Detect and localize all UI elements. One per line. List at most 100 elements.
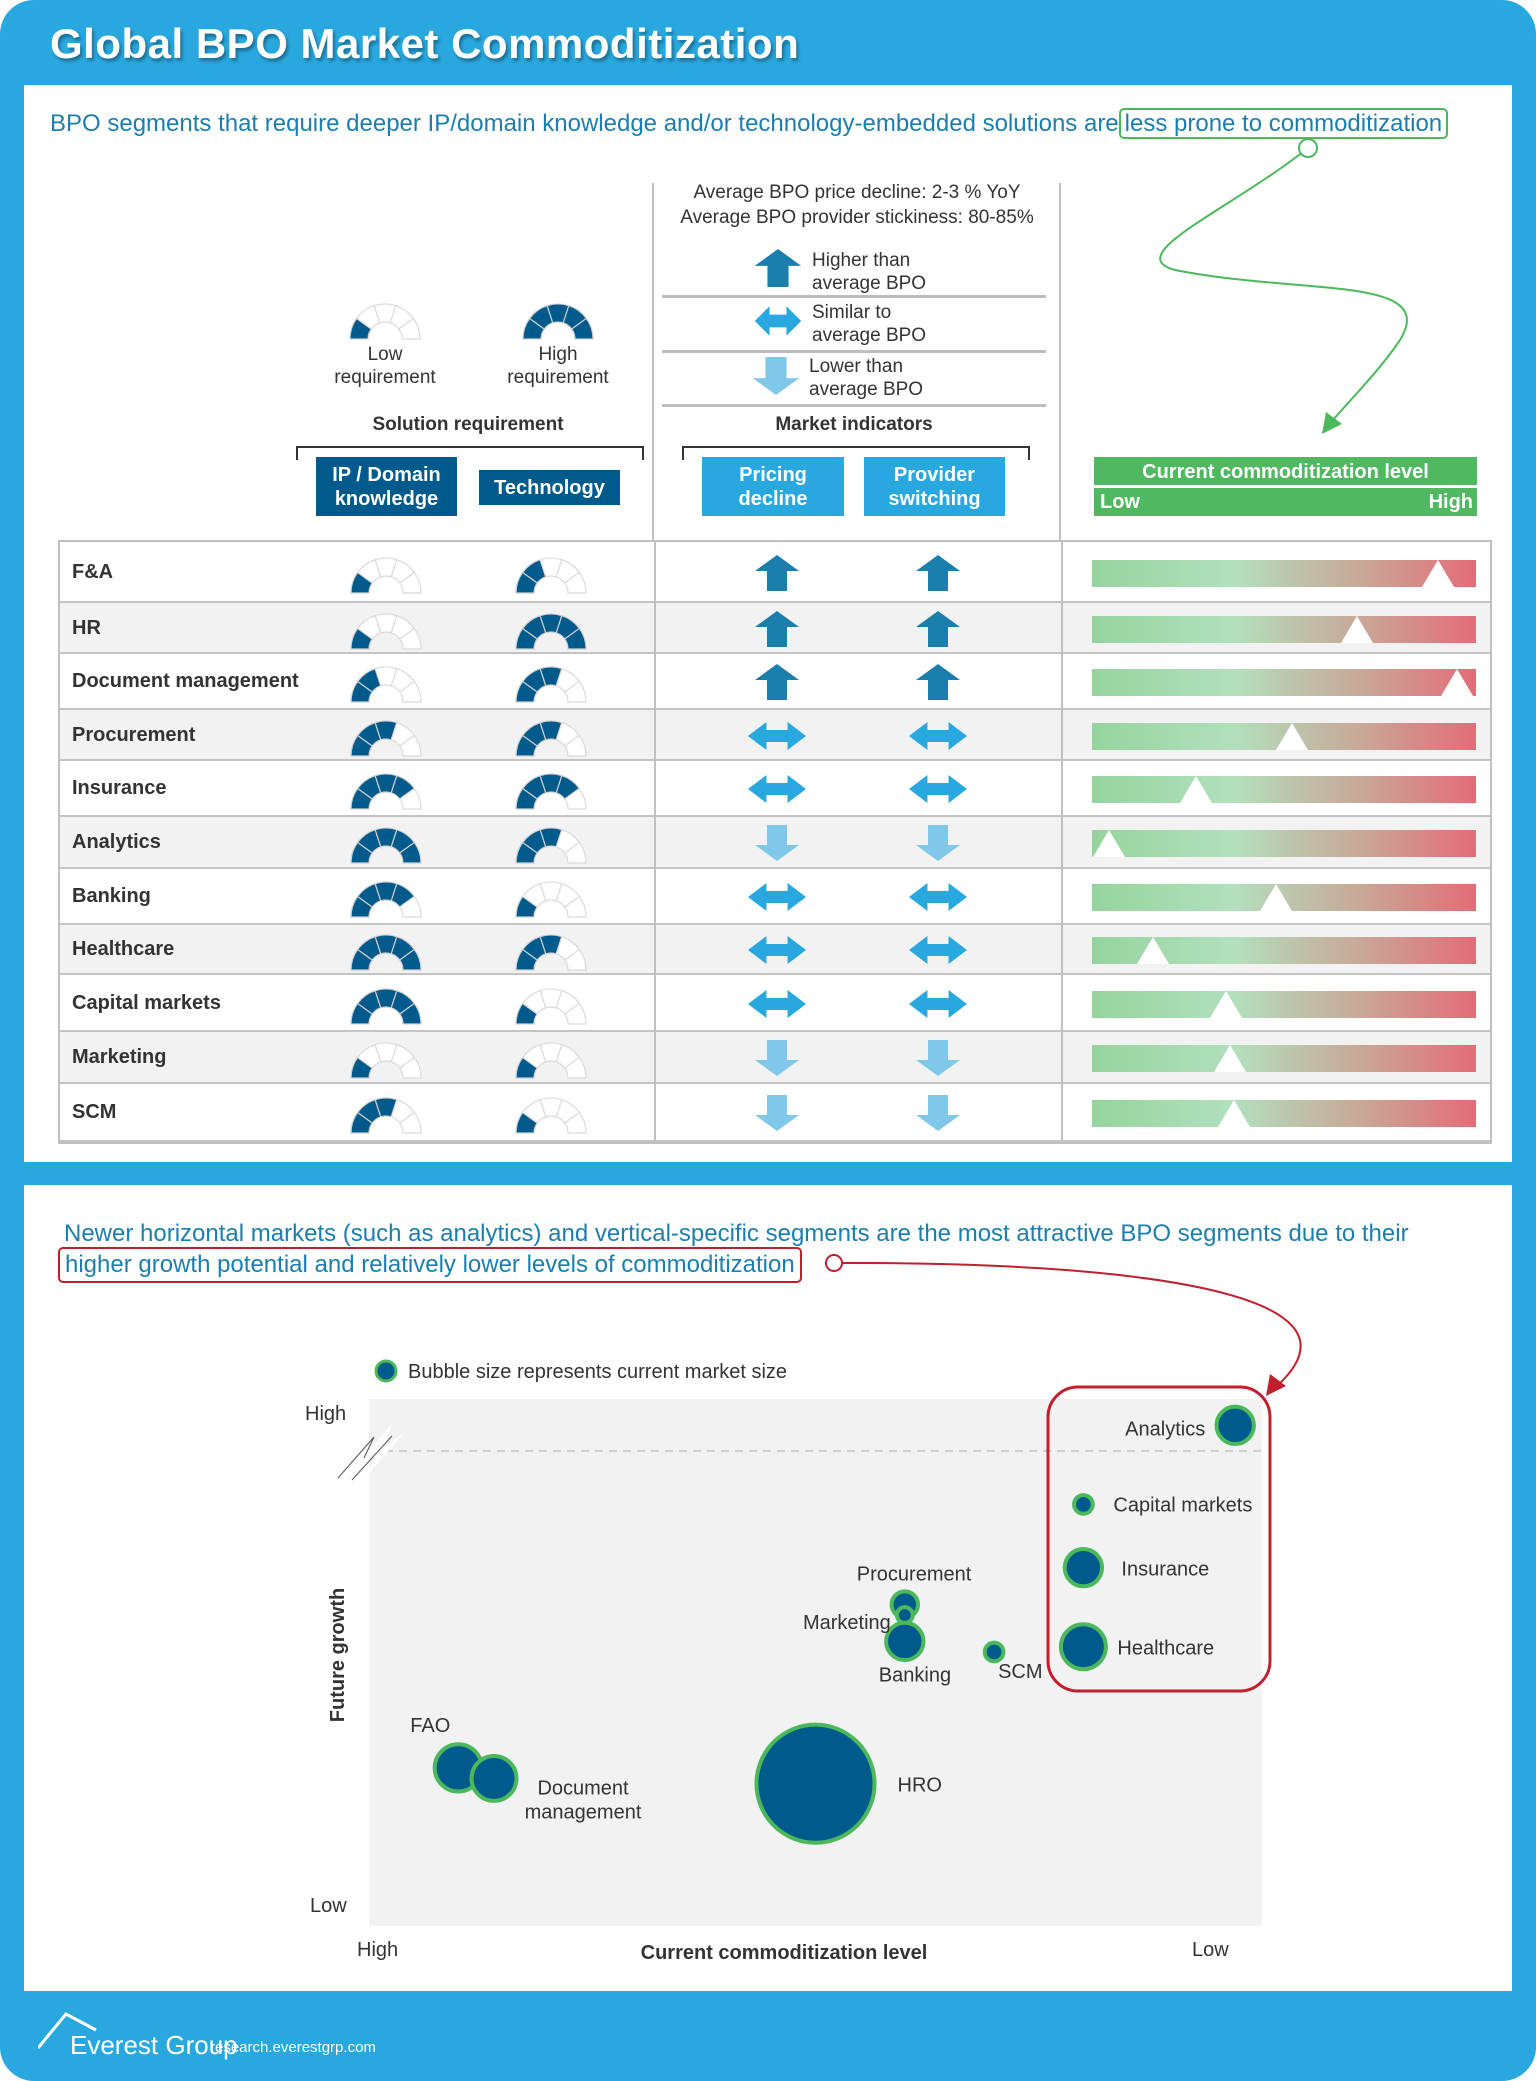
- ip-domain-gauge-icon: [350, 1042, 422, 1085]
- technology-gauge-icon: [515, 719, 587, 763]
- provider-switching-arrow-left-right-icon: [909, 879, 967, 920]
- everest-logo: Everest Group: [70, 2030, 238, 2060]
- gauge-legend-low-label: Low requirement: [334, 344, 436, 388]
- ip-domain-gauge-icon: [350, 987, 422, 1031]
- table-row: Healthcare: [60, 925, 1490, 975]
- commoditization-marker: [1421, 559, 1454, 587]
- section2-headline: Newer horizontal markets (such as analyt…: [64, 1220, 1409, 1247]
- pricing-decline-arrow-down-icon: [755, 1040, 799, 1081]
- commoditization-header: Current commoditization level Low High: [1094, 457, 1477, 516]
- gauge-segment: [398, 680, 422, 703]
- bubble-banking: [884, 1620, 926, 1663]
- gauge-segment: [398, 895, 422, 918]
- table-row: F&A: [60, 542, 1490, 603]
- bubble-label-hro: HRO: [898, 1775, 942, 1797]
- gauge-segment: [397, 317, 421, 340]
- technology-gauge-icon: [515, 773, 587, 816]
- provider-switching-arrow-left-right-icon: [909, 771, 967, 812]
- segments-table: F&A HR Document management Procurement Insur…: [58, 540, 1492, 1144]
- gauge-segment: [563, 627, 587, 650]
- table-row: Insurance: [60, 761, 1490, 817]
- ip-domain-gauge-icon: [350, 719, 422, 763]
- gauge-segment: [398, 841, 422, 864]
- table-row: Capital markets: [60, 975, 1490, 1032]
- bubble-analytics: [1214, 1404, 1256, 1447]
- connector-arrows: [1159, 138, 1408, 434]
- ip-domain-gauge-icon: [350, 1097, 422, 1140]
- scale-low: Low: [1100, 491, 1140, 513]
- x-tick-high: High: [357, 1939, 398, 1961]
- commoditization-title: Current commoditization level: [1094, 457, 1477, 488]
- table-row: HR: [60, 603, 1490, 654]
- gauge-segment: [563, 734, 587, 757]
- provider-switching-arrow-down-icon: [916, 825, 960, 866]
- commoditization-bar: [1092, 1100, 1476, 1127]
- provider-switching-arrow-down-icon: [916, 1095, 960, 1136]
- pricing-decline-header: Pricing decline: [702, 457, 844, 516]
- technology-gauge-icon: [515, 666, 587, 709]
- provider-switching-arrow-left-right-icon: [909, 932, 967, 973]
- gauge-segment: [563, 571, 587, 594]
- ip-domain-gauge-icon: [350, 881, 422, 924]
- table-row: Banking: [60, 869, 1490, 925]
- everest-logo-mountain-icon: [38, 2012, 97, 2049]
- gauge-segment: [398, 1056, 422, 1079]
- y-tick-high: High: [305, 1403, 346, 1425]
- ip-domain-gauge-icon: [350, 666, 422, 709]
- commoditization-bar: [1092, 990, 1476, 1018]
- commoditization-marker: [1440, 669, 1473, 696]
- segment-label: Healthcare: [72, 938, 175, 960]
- commoditization-bar: [1092, 1045, 1476, 1072]
- avg-price-decline: Average BPO price decline: 2-3 % YoY: [693, 182, 1021, 203]
- column-divider: [654, 542, 656, 1142]
- footer-url[interactable]: research.everestgrp.com: [210, 2039, 376, 2056]
- gauge-segment: [563, 1002, 587, 1025]
- gauge-segment: [398, 948, 422, 971]
- bubble-capital-markets: [1072, 1493, 1095, 1516]
- bubble-label-banking: Banking: [879, 1664, 951, 1686]
- column-divider: [652, 183, 654, 541]
- arrow-up-icon: [754, 249, 802, 292]
- axis-break-mark: [337, 1436, 375, 1479]
- commoditization-bar: [1092, 937, 1476, 964]
- pricing-decline-arrow-down-icon: [755, 825, 799, 866]
- commoditization-marker: [1210, 990, 1243, 1018]
- commoditization-bar: [1092, 722, 1476, 750]
- section1-headline: BPO segments that require deeper IP/doma…: [50, 108, 1449, 139]
- legend-divider: [662, 350, 1046, 353]
- legend-higher-label: Higher than average BPO: [812, 250, 927, 294]
- gauge-segment: [563, 841, 587, 864]
- ip-domain-gauge-icon: [350, 773, 422, 816]
- commoditization-marker: [1218, 1100, 1251, 1127]
- bubble-insurance: [1062, 1546, 1105, 1589]
- commoditization-marker: [1275, 722, 1308, 750]
- ip-domain-gauge-icon: [350, 827, 422, 870]
- ip-domain-gauge-icon: [350, 934, 422, 977]
- segment-label: Analytics: [72, 831, 161, 853]
- scale-high: High: [1428, 491, 1473, 513]
- provider-switching-arrow-left-right-icon: [909, 718, 967, 759]
- segment-label: Procurement: [72, 723, 196, 746]
- pricing-decline-arrow-left-right-icon: [748, 932, 806, 973]
- column-divider: [1061, 542, 1063, 1142]
- market-indicators-heading: Market indicators: [775, 414, 933, 435]
- commoditization-marker: [1260, 884, 1293, 911]
- highlight-box: [1046, 1385, 1272, 1693]
- green-connector-dot: [1298, 138, 1318, 158]
- segment-label: HR: [72, 616, 101, 639]
- red-connector-arrow: [839, 1261, 1302, 1386]
- technology-gauge-icon: [515, 987, 587, 1031]
- provider-switching-arrow-up-icon: [916, 664, 960, 705]
- bubble-label-scm: SCM: [998, 1661, 1042, 1683]
- technology-header: Technology: [479, 470, 620, 505]
- axis-break-mark: [351, 1435, 393, 1481]
- gauge-segment: [398, 627, 422, 650]
- gauge-segment: [563, 680, 587, 703]
- plot-area: [369, 1399, 1262, 1926]
- pricing-decline-arrow-down-icon: [755, 1095, 799, 1136]
- segment-label: Document management: [72, 670, 299, 692]
- commoditization-bar: [1092, 615, 1476, 643]
- gauge-segment: [398, 571, 422, 594]
- provider-switching-arrow-up-icon: [916, 554, 960, 596]
- technology-gauge-icon: [515, 827, 587, 870]
